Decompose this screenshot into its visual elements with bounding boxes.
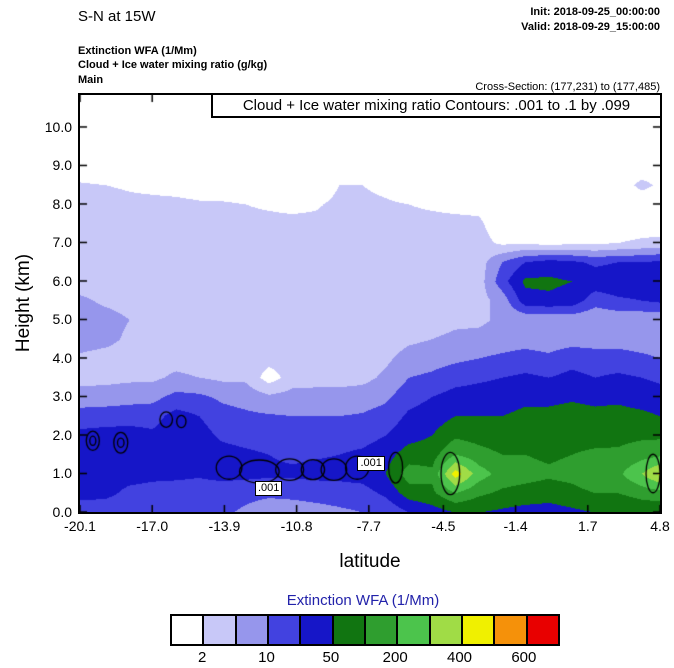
- colorbar-tick-label: 200: [382, 649, 408, 666]
- colorbar-cell: [398, 616, 431, 644]
- colorbar: [170, 614, 560, 646]
- x-tick-label: -13.9: [208, 518, 241, 534]
- x-tick-label: -20.1: [64, 518, 96, 534]
- contour-info-banner: Cloud + Ice water mixing ratio Contours:…: [211, 93, 662, 118]
- colorbar-cell: [172, 616, 205, 644]
- valid-time: Valid: 2018-09-29_15:00:00: [521, 20, 660, 33]
- y-tick-label: 2.0: [52, 426, 72, 443]
- colorbar-cell: [462, 616, 496, 644]
- x-tick-label: -1.4: [503, 518, 528, 534]
- field-line-cloud-ice: Cloud + Ice water mixing ratio (g/kg): [78, 59, 268, 72]
- colorbar-title: Extinction WFA (1/Mm): [286, 592, 440, 609]
- contour-value-label: .001: [357, 455, 385, 471]
- y-tick-label: 9.0: [52, 157, 72, 174]
- colorbar-cell: [333, 616, 366, 644]
- init-time: Init: 2018-09-25_00:00:00: [530, 6, 660, 18]
- colorbar-cell: [430, 616, 463, 644]
- y-tick-label: 7.0: [52, 234, 72, 251]
- init-valid-block: Init: 2018-09-25_00:00:00 Valid: 2018-09…: [521, 5, 660, 35]
- x-tick-label: -7.7: [356, 518, 381, 534]
- cross-section-label: Cross-Section: (177,231) to (177,485): [475, 81, 660, 93]
- colorbar-tick-label: 50: [322, 649, 340, 666]
- x-axis-title: latitude: [339, 551, 401, 572]
- y-tick-label: 3.0: [52, 388, 72, 405]
- field-line-domain: Main: [78, 73, 104, 86]
- colorbar-cell: [527, 616, 558, 644]
- colorbar-tick-label: 10: [258, 649, 275, 666]
- colorbar-tick-label: 2: [197, 649, 207, 666]
- colorbar-tick-label: 600: [511, 649, 537, 666]
- y-tick-label: 8.0: [52, 195, 72, 212]
- y-tick-label: 4.0: [52, 349, 72, 366]
- y-tick-label: 5.0: [52, 311, 72, 328]
- colorbar-cell: [301, 616, 334, 644]
- y-axis-title: Height (km): [13, 253, 34, 353]
- y-tick-label: 6.0: [52, 272, 72, 289]
- contour-value-label: .001: [255, 480, 283, 496]
- x-tick-label: -4.5: [431, 518, 456, 534]
- x-tick-label: -10.8: [280, 518, 313, 534]
- colorbar-cell: [495, 616, 528, 644]
- field-line-extinction: Extinction WFA (1/Mm): [78, 45, 197, 57]
- y-tick-label: 10.0: [44, 118, 72, 135]
- y-tick-label: 0.0: [52, 504, 72, 520]
- plot-title: S-N at 15W: [78, 8, 156, 25]
- contour-canvas: [80, 95, 660, 512]
- colorbar-tick-label: 400: [446, 649, 473, 666]
- y-tick-label: 1.0: [52, 465, 72, 482]
- x-tick-label: 4.8: [650, 518, 670, 534]
- colorbar-cell: [236, 616, 269, 644]
- colorbar-cell: [365, 616, 399, 644]
- plot-area: Cloud + Ice water mixing ratio Contours:…: [78, 93, 662, 514]
- field-description-block: Extinction WFA (1/Mm) Cloud + Ice water …: [78, 44, 267, 87]
- colorbar-cell: [204, 616, 237, 644]
- x-tick-label: 1.7: [578, 518, 598, 534]
- x-tick-label: -17.0: [136, 518, 169, 534]
- colorbar-cell: [268, 616, 302, 644]
